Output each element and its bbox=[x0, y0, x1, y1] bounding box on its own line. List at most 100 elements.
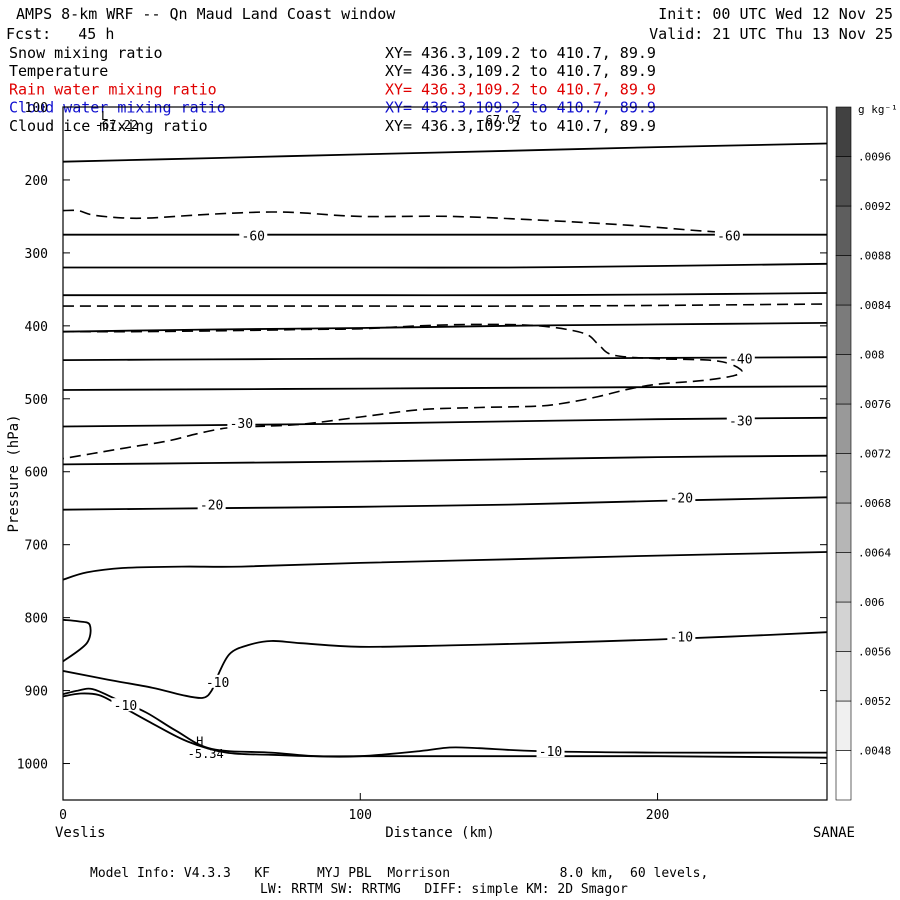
field-xy: XY= 436.3,109.2 to 410.7, 89.9 bbox=[385, 44, 656, 62]
colorbar-tick-label: .006 bbox=[858, 596, 885, 609]
forecast-hour: Fcst: 45 h bbox=[6, 25, 114, 43]
colorbar-tick-label: .008 bbox=[858, 349, 885, 362]
x-tick-label: 200 bbox=[646, 808, 669, 823]
temperature-contour bbox=[63, 322, 827, 333]
init-time: Init: 00 UTC Wed 12 Nov 25 bbox=[658, 5, 893, 23]
cloud-ice-contour bbox=[63, 303, 827, 307]
contour-label: -20 bbox=[200, 499, 223, 514]
contour-label: -10 bbox=[114, 699, 137, 714]
field-name: Snow mixing ratio bbox=[9, 44, 163, 62]
contour-label: -20 bbox=[670, 491, 693, 506]
field-xy: XY= 436.3,109.2 to 410.7, 89.9 bbox=[385, 80, 656, 98]
contour-label: -30 bbox=[230, 417, 253, 432]
contour-label: -30 bbox=[729, 415, 752, 430]
contour-lines bbox=[63, 142, 827, 759]
extremum-label: H bbox=[196, 735, 203, 749]
colorbar-bin bbox=[835, 750, 852, 801]
contour-label-bg bbox=[667, 490, 696, 504]
temperature-contour bbox=[63, 692, 827, 759]
temperature-contour bbox=[63, 618, 92, 663]
cloud-ice-contour bbox=[63, 323, 743, 460]
valid-time: Valid: 21 UTC Thu 13 Nov 25 bbox=[649, 25, 893, 43]
colorbar-bin bbox=[835, 700, 852, 751]
y-tick-label: 600 bbox=[25, 466, 48, 481]
colorbar-tick-label: .0052 bbox=[858, 695, 891, 708]
model-physics: LW: RRTM SW: RRTMG DIFF: simple KM: 2D S… bbox=[260, 882, 628, 897]
y-tick-label: 500 bbox=[25, 393, 48, 408]
temperature-contour bbox=[63, 496, 827, 511]
y-tick-label: 900 bbox=[25, 685, 48, 700]
temperature-contour bbox=[63, 687, 827, 758]
temperature-contour bbox=[63, 416, 827, 428]
right-endpoint-label: SANAE bbox=[813, 825, 855, 841]
colorbar-bin bbox=[835, 552, 852, 603]
colorbar-bin bbox=[835, 106, 852, 157]
contour-label-bg bbox=[227, 415, 256, 429]
colorbar-tick-label: .0072 bbox=[858, 448, 891, 461]
colorbar-unit-label: g kg⁻¹ bbox=[858, 103, 898, 116]
colorbar-tick-label: .0056 bbox=[858, 646, 891, 659]
y-tick-label: 1000 bbox=[17, 758, 48, 773]
y-tick-label-top: 100 bbox=[25, 101, 48, 116]
y-tick-label: 700 bbox=[25, 539, 48, 554]
chart-title: AMPS 8-km WRF -- Qn Maud Land Coast wind… bbox=[16, 5, 396, 23]
contour-label-bg bbox=[203, 674, 232, 688]
contour-label: -60 bbox=[242, 229, 265, 244]
contour-label: -10 bbox=[539, 745, 562, 760]
colorbar-tick-label: .0092 bbox=[858, 200, 891, 213]
field-name: Rain water mixing ratio bbox=[9, 80, 217, 98]
y-axis-label: Pressure (hPa) bbox=[6, 414, 22, 532]
colorbar-bin bbox=[835, 502, 852, 553]
temperature-contour bbox=[63, 454, 827, 466]
colorbar-tick-label: .0064 bbox=[858, 547, 891, 560]
colorbar-tick-label: .0096 bbox=[858, 151, 891, 164]
contour-label-bg bbox=[714, 228, 743, 242]
contour-label-bg bbox=[726, 351, 755, 365]
contour-label-bg bbox=[726, 413, 755, 427]
cloud-ice-contour bbox=[63, 209, 732, 234]
colorbar-bin bbox=[835, 354, 852, 405]
contour-label: -40 bbox=[729, 353, 752, 368]
temperature-contour bbox=[63, 356, 827, 361]
temperature-contour bbox=[63, 292, 827, 297]
colorbar-tick-label: .0048 bbox=[858, 745, 891, 758]
colorbar-bin bbox=[835, 601, 852, 652]
field-name: Cloud ice mixing ratio bbox=[9, 117, 208, 135]
contour-label: -10 bbox=[206, 676, 229, 691]
x-tick-label: 0 bbox=[59, 808, 67, 823]
contour-label-bg bbox=[197, 497, 226, 511]
plot-frame bbox=[62, 106, 828, 801]
field-name: Temperature bbox=[9, 62, 108, 80]
extremum-label: -5.34 bbox=[188, 747, 224, 761]
colorbar-tick-label: .0068 bbox=[858, 497, 891, 510]
extremum-label: L bbox=[101, 109, 108, 123]
temperature-contour bbox=[63, 385, 827, 391]
extremum-label: -67.22 bbox=[95, 118, 138, 132]
y-tick-label: 800 bbox=[25, 612, 48, 627]
colorbar-bin bbox=[835, 205, 852, 256]
colorbar-bin bbox=[835, 156, 852, 207]
field-xy: XY= 436.3,109.2 to 410.7, 89.9 bbox=[385, 62, 656, 80]
field-xy: XY= 436.3,109.2 to 410.7, 89.9 bbox=[385, 117, 656, 135]
colorbar: .0048 .0052 .0056 .006 .0064 .0068 .0072 .0076.… bbox=[835, 103, 898, 801]
colorbar-tick-label: .0088 bbox=[858, 250, 891, 263]
extremum-label: -67.07 bbox=[478, 113, 521, 127]
y-tick-label: 200 bbox=[25, 174, 48, 189]
y-tick-label: 300 bbox=[25, 247, 48, 262]
temperature-contour bbox=[63, 631, 827, 699]
y-tick-label: 400 bbox=[25, 320, 48, 335]
contour-label: -60 bbox=[717, 229, 740, 244]
temperature-contour bbox=[63, 142, 827, 163]
temperature-contour bbox=[63, 262, 827, 269]
colorbar-bin bbox=[835, 453, 852, 504]
contour-label-bg bbox=[111, 698, 140, 712]
x-axis-label: Distance (km) bbox=[385, 825, 495, 841]
colorbar-bin bbox=[835, 403, 852, 454]
colorbar-bin bbox=[835, 651, 852, 702]
left-endpoint-label: Veslis bbox=[55, 825, 106, 841]
contour-label: -10 bbox=[670, 631, 693, 646]
colorbar-tick-label: .0076 bbox=[858, 398, 891, 411]
contour-label-bg bbox=[667, 629, 696, 643]
colorbar-tick-label: .0084 bbox=[858, 299, 891, 312]
